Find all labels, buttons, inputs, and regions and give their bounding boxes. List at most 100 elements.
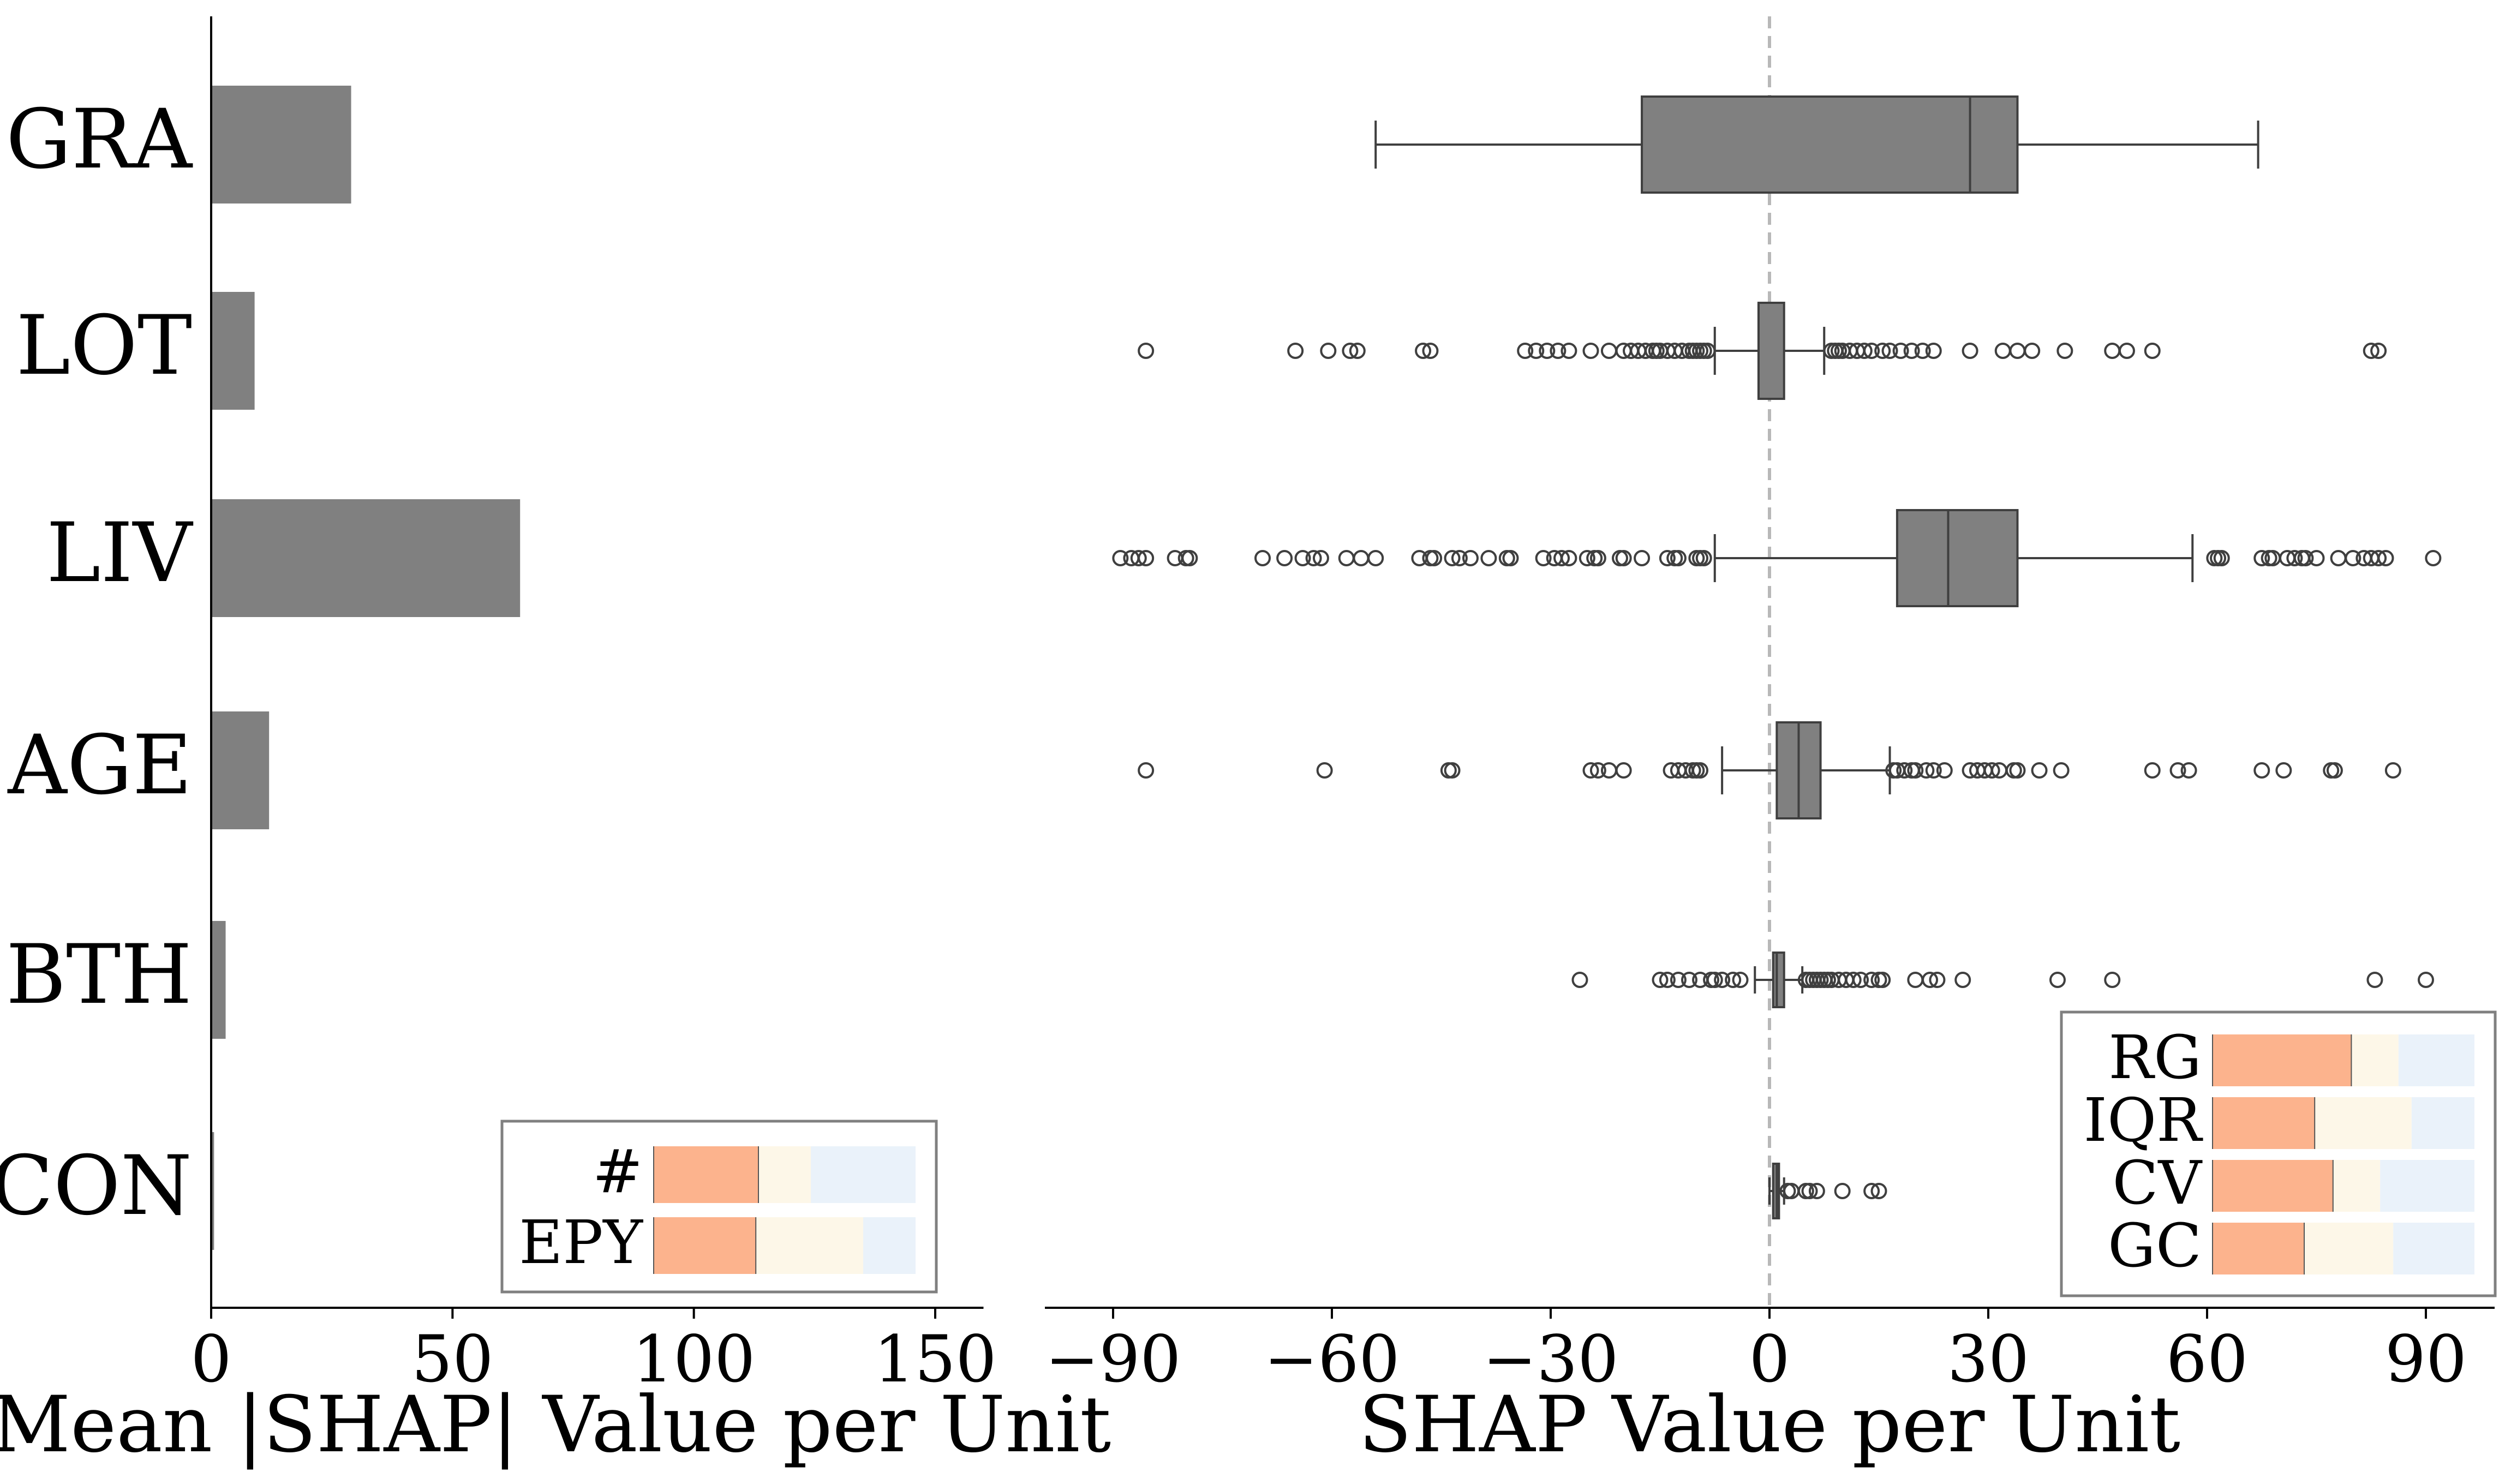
outlier-lot — [1415, 343, 1432, 359]
bar-legend-segment — [863, 1217, 916, 1274]
outlier-liv — [1444, 550, 1461, 566]
outlier-lot — [1287, 343, 1304, 359]
outlier-lot — [1320, 343, 1337, 359]
outlier-liv — [2308, 550, 2325, 566]
outlier-age — [1600, 762, 1617, 779]
outlier-liv — [2286, 550, 2303, 566]
outlier-lot — [2118, 343, 2135, 359]
bar-bth — [211, 921, 226, 1039]
box-legend-label-iqr: IQR — [2084, 1085, 2204, 1155]
outlier-age — [1582, 762, 1599, 779]
outlier-liv — [1112, 550, 1129, 566]
outlier-bth — [1874, 972, 1891, 988]
outlier-liv — [1462, 550, 1479, 566]
bar-lot — [211, 292, 255, 410]
outlier-lot — [1925, 343, 1942, 359]
bar-legend-segment — [756, 1217, 863, 1274]
category-label-gra: GRA — [6, 92, 193, 187]
outlier-con — [1870, 1183, 1887, 1199]
box-legend-label-cv: CV — [2112, 1148, 2203, 1218]
outlier-liv — [1535, 550, 1552, 566]
outlier-bth — [1954, 972, 1971, 988]
outlier-liv — [2213, 550, 2230, 566]
bar-legend-label-count: # — [593, 1136, 643, 1206]
outlier-liv — [1367, 550, 1384, 566]
outlier-age — [1138, 762, 1155, 779]
outlier-lot — [1582, 343, 1599, 359]
outlier-age — [2180, 762, 2197, 779]
outlier-bth — [1652, 972, 1669, 988]
outlier-liv — [1426, 550, 1443, 566]
box-legend-segment — [2315, 1097, 2412, 1149]
outlier-liv — [1480, 550, 1497, 566]
outlier-age — [2009, 762, 2026, 779]
outlier-bth — [1571, 972, 1588, 988]
box-lot — [1757, 302, 1785, 400]
outlier-bth — [1929, 972, 1946, 988]
outlier-age — [2275, 762, 2292, 779]
bar-legend-segment — [654, 1217, 756, 1274]
box-x-tick-label: 90 — [2385, 1321, 2467, 1397]
box-legend-segment — [2380, 1160, 2474, 1212]
outlier-lot — [2144, 343, 2161, 359]
outlier-lot — [1863, 343, 1880, 359]
outlier-age — [2053, 762, 2070, 779]
outlier-lot — [1962, 343, 1978, 359]
bar-x-tick-label: 150 — [874, 1321, 996, 1397]
outlier-lot — [1342, 343, 1359, 359]
box-legend-label-rg: RG — [2108, 1022, 2202, 1092]
box-x-tick-label: 30 — [1947, 1321, 2029, 1397]
outlier-liv — [1305, 550, 1322, 566]
category-label-con: CON — [0, 1139, 192, 1234]
box-legend-segment — [2213, 1223, 2304, 1274]
outlier-lot — [1892, 343, 1909, 359]
outlier-bth — [1706, 972, 1723, 988]
outlier-liv — [1338, 550, 1355, 566]
outlier-bth — [1922, 972, 1939, 988]
outlier-bth — [1725, 972, 1742, 988]
outlier-lot — [1600, 343, 1617, 359]
outlier-liv — [1659, 550, 1676, 566]
outlier-liv — [1561, 550, 1577, 566]
outlier-age — [1589, 762, 1606, 779]
box-legend-segment — [2351, 1034, 2399, 1086]
box-bth — [1772, 952, 1785, 1008]
outlier-liv — [1634, 550, 1651, 566]
box-x-axis-title: SHAP Value per Unit — [1359, 1380, 2180, 1470]
outlier-liv — [1138, 550, 1155, 566]
outlier-bth — [1681, 972, 1697, 988]
bar-x-tick-label: 100 — [632, 1321, 755, 1397]
outlier-age — [2169, 762, 2186, 779]
outlier-liv — [2370, 550, 2387, 566]
outlier-age — [2144, 762, 2161, 779]
outlier-age — [2384, 762, 2401, 779]
outlier-lot — [1550, 343, 1567, 359]
outlier-age — [2031, 762, 2048, 779]
outlier-bth — [2418, 972, 2434, 988]
outlier-lot — [2363, 343, 2380, 359]
box-x-tick-label: 60 — [2166, 1321, 2248, 1397]
outlier-age — [1918, 762, 1935, 779]
box-legend-label-gc: GC — [2108, 1211, 2202, 1280]
outlier-con — [1801, 1183, 1818, 1199]
outlier-con — [1808, 1183, 1825, 1199]
outlier-lot — [2009, 343, 2026, 359]
outlier-bth — [1863, 972, 1880, 988]
category-label-lot: LOT — [16, 298, 192, 393]
outlier-liv — [1181, 550, 1198, 566]
outlier-liv — [1276, 550, 1293, 566]
outlier-age — [1316, 762, 1333, 779]
outlier-bth — [2104, 972, 2121, 988]
outlier-lot — [1699, 343, 1716, 359]
outlier-liv — [1615, 550, 1632, 566]
bar-legend-segment — [758, 1146, 811, 1203]
outlier-lot — [1874, 343, 1891, 359]
outlier-liv — [1589, 550, 1606, 566]
outlier-lot — [1903, 343, 1920, 359]
outlier-liv — [2425, 550, 2442, 566]
bar-legend-segment — [811, 1146, 916, 1203]
outlier-bth — [1659, 972, 1676, 988]
outlier-lot — [1517, 343, 1534, 359]
bar-legend-label-epy: EPY — [519, 1207, 643, 1277]
